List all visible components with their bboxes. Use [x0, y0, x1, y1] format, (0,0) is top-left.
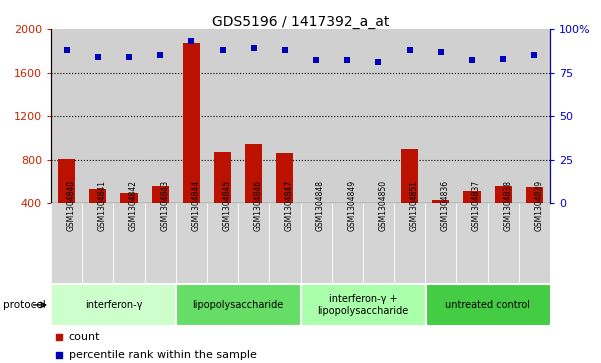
Bar — [114, 203, 145, 283]
Bar — [151, 186, 169, 247]
Point — [529, 52, 539, 58]
Bar — [456, 203, 487, 283]
Text: interferon-γ +
lipopolysaccharide: interferon-γ + lipopolysaccharide — [317, 294, 409, 316]
Bar — [214, 152, 231, 247]
Bar — [90, 189, 106, 247]
Bar — [245, 144, 262, 247]
Text: GSM1304840: GSM1304840 — [67, 180, 76, 231]
Bar — [495, 186, 511, 247]
Text: GSM1304843: GSM1304843 — [160, 180, 169, 231]
Point — [467, 57, 477, 63]
Point — [53, 352, 63, 358]
Bar — [145, 203, 176, 283]
Bar — [426, 29, 456, 203]
Point — [343, 57, 352, 63]
Bar — [301, 285, 425, 325]
Text: GSM1304838: GSM1304838 — [503, 180, 512, 231]
Bar — [332, 203, 363, 283]
Bar — [363, 203, 394, 283]
Bar — [51, 29, 82, 203]
Bar — [300, 29, 332, 203]
Bar — [487, 203, 519, 283]
Text: GSM1304841: GSM1304841 — [98, 180, 107, 231]
Bar — [183, 43, 200, 247]
Bar — [176, 29, 207, 203]
Bar — [432, 200, 450, 247]
Bar — [332, 29, 363, 203]
Bar — [176, 203, 207, 283]
Text: GSM1304851: GSM1304851 — [410, 180, 419, 231]
Point — [311, 57, 321, 63]
Point — [124, 54, 134, 60]
Point — [93, 54, 103, 60]
Bar — [145, 29, 176, 203]
Bar — [370, 212, 387, 247]
Text: count: count — [69, 332, 100, 342]
Text: interferon-γ: interferon-γ — [85, 300, 142, 310]
Bar — [456, 29, 487, 203]
Text: GSM1304845: GSM1304845 — [222, 180, 231, 231]
Bar — [52, 285, 175, 325]
Bar — [426, 203, 456, 283]
Bar — [526, 187, 543, 247]
Bar — [82, 29, 114, 203]
Point — [186, 38, 196, 44]
Bar — [238, 203, 269, 283]
Text: GSM1304849: GSM1304849 — [347, 180, 356, 231]
Bar — [58, 159, 75, 247]
Bar — [238, 29, 269, 203]
Bar — [308, 210, 325, 247]
Bar — [114, 29, 145, 203]
Bar — [276, 153, 293, 247]
Bar — [394, 29, 426, 203]
Bar — [426, 285, 549, 325]
Bar — [519, 29, 550, 203]
Bar — [463, 191, 481, 247]
Text: protocol: protocol — [3, 300, 46, 310]
Text: GSM1304850: GSM1304850 — [379, 180, 388, 231]
Bar — [82, 203, 114, 283]
Text: GSM1304846: GSM1304846 — [254, 180, 263, 231]
Bar — [269, 203, 300, 283]
Bar — [207, 203, 238, 283]
Bar — [487, 29, 519, 203]
Text: GSM1304839: GSM1304839 — [534, 180, 543, 231]
Text: GSM1304847: GSM1304847 — [285, 180, 294, 231]
Text: GSM1304836: GSM1304836 — [441, 180, 450, 231]
Bar — [207, 29, 238, 203]
Bar — [401, 149, 418, 247]
Point — [62, 47, 72, 53]
Point — [405, 47, 415, 53]
Point — [53, 334, 63, 340]
Bar — [269, 29, 300, 203]
Text: GSM1304844: GSM1304844 — [191, 180, 200, 231]
Text: lipopolysaccharide: lipopolysaccharide — [192, 300, 284, 310]
Bar — [176, 285, 300, 325]
Text: GDS5196 / 1417392_a_at: GDS5196 / 1417392_a_at — [212, 15, 389, 29]
Text: GSM1304837: GSM1304837 — [472, 180, 481, 231]
Bar — [339, 205, 356, 247]
Bar — [394, 203, 426, 283]
Bar — [519, 203, 550, 283]
Text: percentile rank within the sample: percentile rank within the sample — [69, 350, 257, 360]
Point — [249, 45, 258, 51]
Point — [374, 59, 383, 65]
Bar — [363, 29, 394, 203]
Point — [280, 47, 290, 53]
Bar — [51, 203, 82, 283]
Bar — [120, 193, 138, 247]
Point — [218, 47, 227, 53]
Text: untreated control: untreated control — [445, 300, 530, 310]
Text: GSM1304848: GSM1304848 — [316, 180, 325, 231]
Bar — [300, 203, 332, 283]
Point — [156, 52, 165, 58]
Point — [498, 56, 508, 62]
Point — [436, 49, 445, 54]
Text: GSM1304842: GSM1304842 — [129, 180, 138, 231]
